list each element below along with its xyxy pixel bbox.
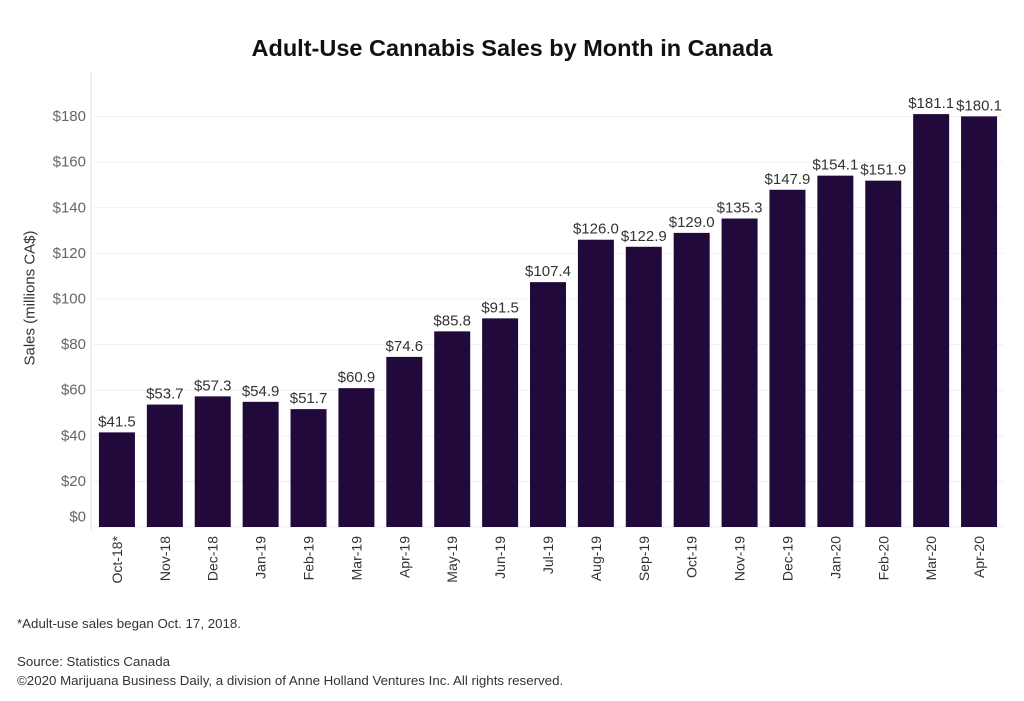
data-label-dec-19: $147.9 — [765, 171, 811, 188]
x-tick-label-oct-19: Oct-19 — [684, 536, 700, 578]
y-tick-label: $40 — [61, 427, 86, 444]
bar-oct-18 — [98, 432, 135, 527]
bar-jun-19 — [482, 318, 519, 527]
x-tick-label-feb-20: Feb-20 — [875, 536, 891, 581]
x-tick-label-jan-20: Jan-20 — [827, 536, 843, 579]
x-tick-label-feb-19: Feb-19 — [301, 536, 317, 581]
x-tick-label-sep-19: Sep-19 — [636, 536, 652, 581]
copyright-note: ©2020 Marijuana Business Daily, a divisi… — [17, 673, 564, 688]
data-label-apr-20: $180.1 — [956, 97, 1002, 114]
data-label-feb-20: $151.9 — [860, 162, 906, 179]
bar-aug-19 — [577, 239, 614, 527]
data-label-apr-19: $74.6 — [386, 338, 424, 355]
y-tick-label: $160 — [53, 154, 86, 171]
bar-feb-20 — [865, 180, 902, 527]
data-label-may-19: $85.8 — [433, 312, 471, 329]
x-tick-label-aug-19: Aug-19 — [588, 536, 604, 581]
bar-mar-20 — [913, 114, 950, 527]
x-tick-label-apr-20: Apr-20 — [971, 536, 987, 578]
bar-jul-19 — [530, 282, 566, 527]
x-tick-label-dec-19: Dec-19 — [779, 536, 795, 581]
data-label-feb-19: $51.7 — [290, 390, 328, 407]
x-tick-label-nov-19: Nov-19 — [732, 536, 748, 581]
bar-mar-19 — [338, 388, 375, 527]
bar-dec-18 — [194, 396, 231, 527]
data-label-jan-20: $154.1 — [812, 157, 858, 174]
data-label-nov-18: $53.7 — [146, 386, 184, 403]
y-tick-label: $100 — [53, 291, 86, 308]
x-tick-label-mar-20: Mar-20 — [923, 536, 939, 581]
bars — [98, 114, 998, 528]
y-tick-label: $80 — [61, 336, 86, 353]
y-tick-label: $60 — [61, 382, 86, 399]
x-tick-label-jun-19: Jun-19 — [492, 536, 508, 579]
y-tick-label: $140 — [53, 199, 86, 216]
x-tick-label-jan-19: Jan-19 — [253, 536, 269, 579]
bar-jan-19 — [242, 401, 279, 527]
bar-sep-19 — [625, 246, 662, 527]
x-tick-label-may-19: May-19 — [444, 536, 460, 583]
data-label-sep-19: $122.9 — [621, 228, 667, 245]
y-tick-label: $20 — [61, 473, 86, 490]
data-label-jan-19: $54.9 — [242, 383, 280, 400]
bar-apr-20 — [961, 116, 998, 527]
bar-nov-19 — [721, 218, 758, 528]
data-label-mar-20: $181.1 — [908, 95, 954, 112]
y-tick-label: $180 — [53, 108, 86, 125]
bar-jan-20 — [817, 175, 854, 528]
data-label-oct-19: $129.0 — [669, 214, 715, 231]
data-label-mar-19: $60.9 — [338, 369, 376, 386]
footnote: *Adult-use sales began Oct. 17, 2018. — [17, 616, 241, 631]
bar-may-19 — [434, 331, 471, 527]
x-tick-label-oct-18: Oct-18* — [109, 535, 125, 583]
x-tick-label-jul-19: Jul-19 — [540, 536, 556, 574]
bar-dec-19 — [769, 189, 806, 527]
bar-apr-19 — [386, 356, 423, 527]
data-label-jul-19: $107.4 — [525, 263, 571, 280]
x-tick-label-mar-19: Mar-19 — [348, 536, 364, 581]
bar-feb-19 — [290, 409, 327, 527]
data-label-jun-19: $91.5 — [481, 299, 519, 316]
y-axis-title: Sales (millions CA$) — [22, 230, 39, 365]
data-labels: $41.5 $53.7 $57.3 $54.9 $51.7 $60.9 $74.6 $85.8… — [98, 95, 1002, 430]
bar-nov-18 — [146, 404, 183, 527]
x-tick-label-nov-18: Nov-18 — [157, 536, 173, 581]
chart-title: Adult-Use Cannabis Sales by Month in Can… — [251, 35, 773, 61]
bar-oct-19 — [673, 232, 710, 527]
y-axis: $0 $20 $40 $60 $80 $100 $120 $140 $160 $180 — [53, 71, 92, 530]
y-tick-label: $0 — [69, 509, 86, 526]
data-label-aug-19: $126.0 — [573, 221, 619, 238]
x-axis: Oct-18* Nov-18 Dec-18 Jan-19 Feb-19 Mar-19 Apr… — [109, 535, 987, 583]
data-label-nov-19: $135.3 — [717, 200, 763, 217]
source-note: Source: Statistics Canada — [17, 654, 170, 669]
data-label-dec-18: $57.3 — [194, 377, 232, 394]
x-tick-label-dec-18: Dec-18 — [205, 536, 221, 581]
y-tick-label: $120 — [53, 245, 86, 262]
x-tick-label-apr-19: Apr-19 — [396, 536, 412, 578]
data-label-oct-18: $41.5 — [98, 413, 136, 430]
